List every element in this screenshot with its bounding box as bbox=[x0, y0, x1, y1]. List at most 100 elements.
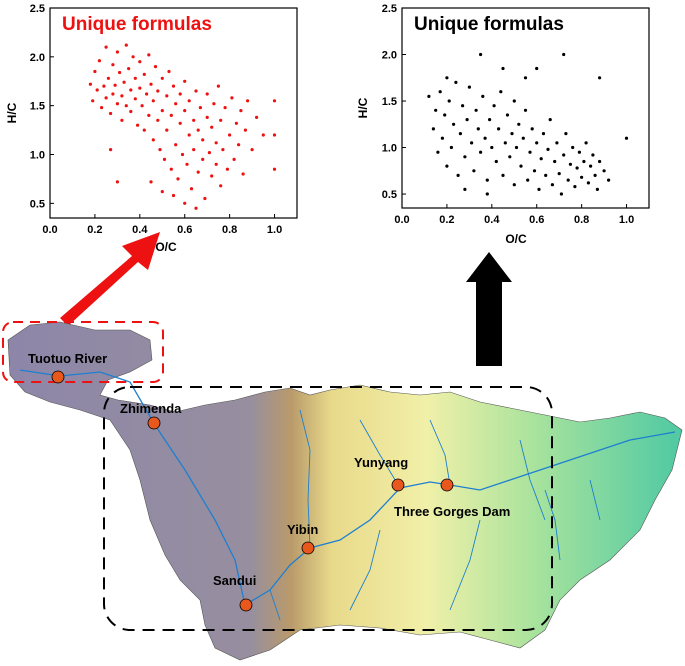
site-marker-tuotuo bbox=[51, 370, 65, 384]
left-y-tick-label: 2.5 bbox=[30, 3, 45, 15]
left-data-point bbox=[169, 167, 173, 171]
right-data-point bbox=[571, 145, 575, 150]
left-data-point bbox=[212, 102, 216, 106]
left-data-point bbox=[272, 133, 277, 137]
left-data-point bbox=[194, 89, 198, 93]
right-data-point bbox=[447, 99, 451, 103]
left-data-point bbox=[147, 113, 151, 117]
left-data-point bbox=[169, 113, 173, 117]
left-data-point bbox=[185, 162, 189, 166]
left-data-point bbox=[187, 99, 191, 103]
tributary-north bbox=[299, 409, 546, 549]
left-data-point bbox=[93, 69, 97, 74]
left-data-point bbox=[88, 82, 92, 86]
left-data-point bbox=[129, 109, 133, 114]
left-x-tick-label: 0.6 bbox=[177, 224, 192, 236]
right-data-point bbox=[456, 173, 460, 177]
right-data-point bbox=[472, 169, 476, 173]
right-data-point bbox=[537, 187, 541, 191]
right-y-tick-label: 2.5 bbox=[382, 3, 397, 15]
tributary-south bbox=[269, 479, 601, 621]
left-data-point bbox=[104, 96, 108, 100]
site-marker-three-gorges bbox=[440, 478, 454, 492]
left-data-point bbox=[232, 157, 236, 161]
left-data-point bbox=[216, 84, 220, 88]
left-data-point bbox=[201, 157, 205, 161]
right-data-point bbox=[584, 141, 588, 145]
left-data-point bbox=[230, 96, 234, 100]
left-plot-frame bbox=[49, 7, 298, 219]
left-data-point bbox=[162, 157, 167, 161]
left-data-point bbox=[115, 50, 119, 54]
left-data-point bbox=[136, 123, 140, 127]
left-data-point bbox=[239, 109, 243, 113]
left-data-point bbox=[219, 118, 223, 122]
right-data-point bbox=[501, 66, 505, 71]
left-data-point bbox=[201, 138, 205, 142]
right-data-point bbox=[427, 94, 431, 98]
right-data-point bbox=[586, 181, 591, 185]
left-data-point bbox=[180, 152, 185, 157]
site-marker-sandui bbox=[239, 598, 253, 612]
right-data-point bbox=[624, 136, 629, 140]
right-xlabel: O/C bbox=[505, 232, 527, 246]
site-label-zhimenda: Zhimenda bbox=[120, 401, 182, 416]
left-y-tick-labels: 0.5 1.0 1.5 2.0 2.5 bbox=[30, 3, 54, 210]
left-data-point bbox=[100, 106, 104, 110]
right-data-point bbox=[564, 132, 568, 136]
left-data-point bbox=[228, 133, 232, 137]
right-data-point bbox=[449, 145, 453, 150]
left-data-point bbox=[196, 170, 200, 174]
left-data-point bbox=[261, 133, 265, 137]
right-data-point bbox=[607, 178, 611, 182]
right-data-point bbox=[445, 164, 449, 168]
right-data-point bbox=[497, 127, 501, 131]
left-data-point bbox=[250, 148, 254, 152]
left-data-point bbox=[115, 102, 119, 106]
right-x-tick-label: 0.2 bbox=[439, 214, 454, 226]
left-data-point bbox=[207, 151, 211, 155]
left-data-point bbox=[111, 63, 115, 67]
left-data-point bbox=[205, 92, 209, 96]
left-data-point bbox=[178, 121, 182, 125]
right-data-point bbox=[568, 162, 573, 166]
right-data-point bbox=[528, 150, 532, 154]
right-data-point bbox=[494, 159, 498, 164]
right-data-point bbox=[566, 178, 570, 182]
right-data-point bbox=[492, 104, 496, 108]
right-y-tick-label: 1.5 bbox=[382, 96, 397, 108]
site-label-sandui: Sandui bbox=[213, 573, 256, 588]
right-x-tick-label: 1.0 bbox=[619, 214, 634, 226]
left-data-point bbox=[156, 89, 160, 93]
right-data-point bbox=[580, 175, 584, 179]
right-data-point bbox=[573, 185, 577, 189]
left-data-point bbox=[223, 106, 227, 110]
left-x-tick-labels: 0.0 0.2 0.4 0.6 0.8 1.0 bbox=[42, 214, 282, 236]
left-y-tick-label: 0.5 bbox=[30, 198, 45, 210]
right-data-point bbox=[434, 108, 438, 112]
right-data-point bbox=[508, 155, 512, 159]
left-data-point bbox=[174, 102, 178, 106]
left-data-point bbox=[133, 76, 137, 80]
left-data-point bbox=[151, 138, 155, 142]
site-marker-yibin bbox=[301, 541, 315, 555]
left-data-point bbox=[102, 84, 106, 88]
left-data-point bbox=[167, 69, 171, 74]
left-data-point bbox=[147, 53, 151, 57]
right-y-tick-label: 1.0 bbox=[382, 143, 397, 155]
left-data-point bbox=[183, 201, 187, 205]
left-x-tick-label: 0.2 bbox=[87, 224, 102, 236]
left-data-point bbox=[183, 109, 187, 113]
left-data-point bbox=[115, 180, 119, 184]
right-data-point bbox=[557, 172, 561, 176]
right-data-point bbox=[539, 157, 543, 161]
right-data-point bbox=[559, 192, 564, 196]
left-xlabel: O/C bbox=[155, 240, 177, 254]
right-data-point bbox=[602, 169, 606, 173]
right-data-point bbox=[452, 122, 456, 126]
right-data-point bbox=[440, 136, 444, 140]
left-data-point bbox=[142, 72, 146, 76]
right-data-point bbox=[595, 187, 600, 191]
left-data-point bbox=[176, 177, 180, 181]
left-data-point bbox=[255, 115, 259, 119]
